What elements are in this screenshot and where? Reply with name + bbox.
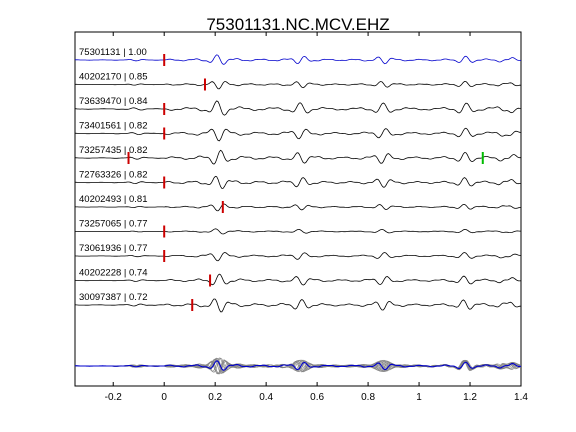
x-tick-label-4: 0.6 <box>310 392 324 403</box>
trace-label-0: 75301131 | 1.00 <box>79 47 147 58</box>
trace-0 <box>75 54 522 65</box>
x-tick-label-8: 1.4 <box>514 392 528 403</box>
trace-5 <box>74 175 522 189</box>
x-tick-label-7: 1.2 <box>463 392 477 403</box>
stack-reference-trace <box>75 360 522 371</box>
trace-label-4: 73257435 | 0.82 <box>79 145 148 156</box>
trace-label-1: 40202170 | 0.85 <box>79 72 148 83</box>
trace-label-10: 30097387 | 0.72 <box>79 292 148 303</box>
chart-title: 75301131.NC.MCV.EHZ <box>206 15 389 34</box>
trace-label-7: 73257065 | 0.77 <box>79 219 148 230</box>
traces-layer: 75301131 | 1.00 40202170 | 0.85 73639470 |… <box>74 47 522 375</box>
trace-1 <box>74 80 521 90</box>
plot-frame <box>74 31 522 387</box>
trace-4 <box>74 149 521 165</box>
x-tick-label-5: 0.8 <box>361 392 375 403</box>
x-tick-label-2: 0.2 <box>208 392 222 403</box>
trace-label-6: 40202493 | 0.81 <box>79 194 148 205</box>
trace-label-3: 73401561 | 0.82 <box>79 121 148 132</box>
x-tick-label-3: 0.4 <box>259 392 273 403</box>
x-axis: -0.2 0 0.2 0.4 0.6 0.8 1 1.2 1.4 <box>105 32 528 403</box>
trace-6 <box>74 203 521 212</box>
trace-8 <box>74 252 521 262</box>
trace-10 <box>74 298 522 313</box>
trace-9 <box>74 273 522 286</box>
trace-label-9: 40202228 | 0.74 <box>79 268 148 279</box>
x-tick-label-6: 1 <box>416 392 422 403</box>
trace-3 <box>74 127 522 142</box>
trace-label-8: 73061936 | 0.77 <box>79 243 148 254</box>
x-tick-label-1: 0 <box>161 392 167 403</box>
trace-2 <box>74 100 522 116</box>
trace-7 <box>75 228 521 235</box>
trace-label-5: 72763326 | 0.82 <box>79 170 148 181</box>
trace-label-2: 73639470 | 0.84 <box>79 96 148 107</box>
x-tick-label-0: -0.2 <box>105 392 123 403</box>
